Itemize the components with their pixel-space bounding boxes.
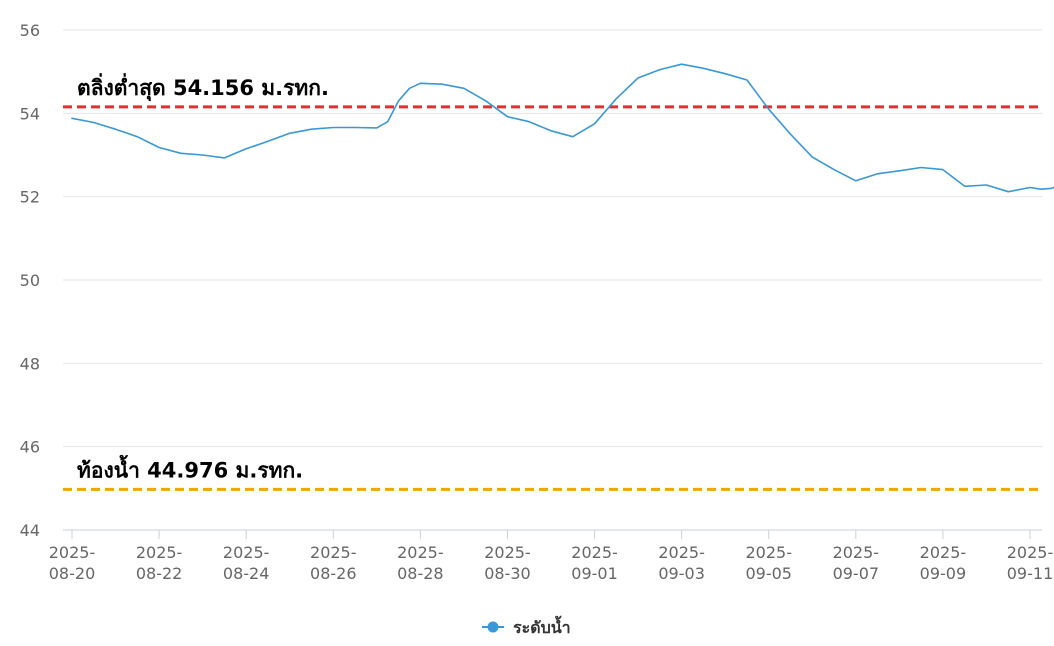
grid-lines	[63, 29, 1042, 531]
x-tick-label: 2025-09-03	[658, 543, 705, 583]
x-tick-label: 2025-08-30	[484, 543, 531, 583]
reference-line-label: ตลิ่งต่ำสุด 54.156 ม.รทก.	[77, 72, 329, 102]
x-tick-label: 2025-08-26	[310, 543, 357, 583]
legend-marker-icon[interactable]	[487, 621, 499, 633]
x-tick-label: 2025-08-22	[136, 543, 183, 583]
x-tick-label: 2025-09-07	[833, 543, 880, 583]
reference-lines: ตลิ่งต่ำสุด 54.156 ม.รทก. ท้องน้ำ 44.976 …	[63, 72, 1042, 491]
legend-label[interactable]: ระดับน้ำ	[513, 615, 571, 637]
x-tick-label: 2025-09-11	[1007, 543, 1054, 583]
axes: 44 46 48 50 52 54 56 2025-08-20 2025-08-22 2025-0…	[20, 21, 1054, 583]
series-line	[71, 63, 1054, 193]
reference-line-label: ท้องน้ำ 44.976 ม.รทก.	[77, 454, 303, 482]
y-tick-label: 46	[20, 438, 40, 457]
y-tick-label: 50	[20, 271, 40, 290]
y-tick-label: 54	[20, 104, 40, 123]
x-tick-label: 2025-08-20	[49, 543, 96, 583]
x-tick-label: 2025-09-09	[920, 543, 967, 583]
y-tick-label: 56	[20, 21, 40, 40]
y-tick-label: 44	[20, 521, 40, 540]
x-tick-label: 2025-09-05	[745, 543, 792, 583]
x-tick-label: 2025-08-28	[397, 543, 444, 583]
y-tick-label: 48	[20, 354, 40, 373]
x-tick-label: 2025-08-24	[223, 543, 270, 583]
series-layer	[71, 63, 1054, 193]
x-tick-label: 2025-09-01	[571, 543, 618, 583]
legend[interactable]: ระดับน้ำ	[482, 615, 571, 637]
y-tick-label: 52	[20, 188, 40, 207]
